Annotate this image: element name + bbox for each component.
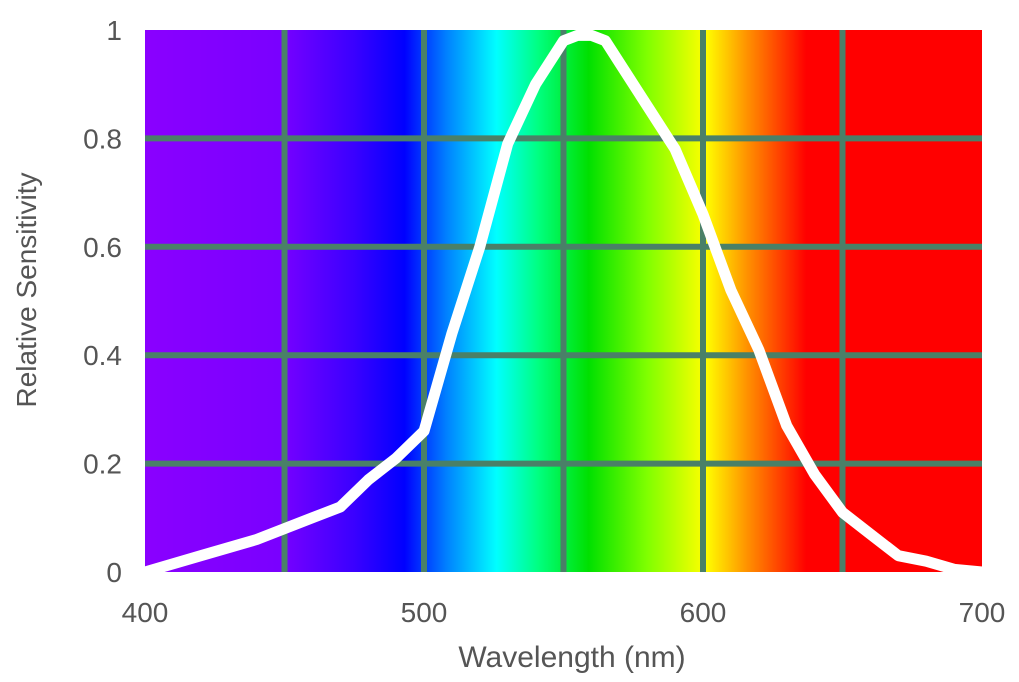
- y-tick-label: 0.2: [83, 449, 122, 480]
- x-tick-label: 500: [401, 597, 448, 628]
- y-tick-label: 0.8: [83, 123, 122, 154]
- y-tick-label: 0: [106, 557, 122, 588]
- sensitivity-curve: [139, 29, 988, 578]
- y-tick-labels: 0 0.2 0.4 0.6 0.8 1: [83, 15, 122, 588]
- x-tick-labels: 400 500 600 700: [122, 597, 1006, 628]
- x-tick-label: 400: [122, 597, 169, 628]
- grid: [145, 30, 982, 572]
- y-tick-label: 0.4: [83, 340, 122, 371]
- y-axis-label: Relative Sensitivity: [11, 173, 42, 408]
- x-axis-label: Wavelength (nm): [458, 641, 685, 674]
- sensitivity-curve-layer: [139, 29, 988, 578]
- x-tick-label: 700: [959, 597, 1006, 628]
- x-tick-label: 600: [680, 597, 727, 628]
- y-tick-label: 1: [106, 15, 122, 46]
- y-tick-label: 0.6: [83, 232, 122, 263]
